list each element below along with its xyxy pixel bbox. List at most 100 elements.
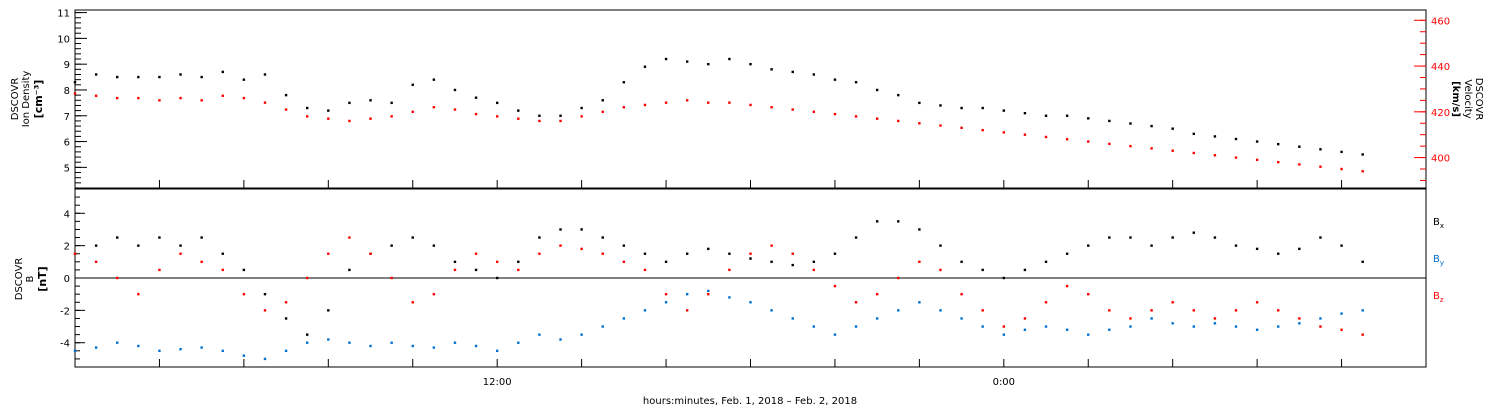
data-point xyxy=(622,317,626,320)
data-point xyxy=(749,252,752,255)
data-point xyxy=(685,99,689,102)
data-point xyxy=(1234,156,1238,159)
bottom-left-tick-label: -4 xyxy=(60,339,70,350)
data-point xyxy=(601,325,604,328)
data-point xyxy=(200,346,203,349)
data-point xyxy=(812,268,816,272)
data-point xyxy=(1277,252,1280,255)
data-point xyxy=(517,341,520,344)
data-point xyxy=(960,126,963,130)
data-point xyxy=(939,268,942,272)
data-point xyxy=(1171,127,1174,130)
data-point xyxy=(1277,142,1280,146)
data-point xyxy=(1319,317,1322,320)
x-axis-title: hours:minutes, Feb. 1, 2018 – Feb. 2, 20… xyxy=(643,396,857,407)
data-point xyxy=(1319,148,1322,151)
data-point xyxy=(664,57,668,61)
data-point xyxy=(1044,114,1048,117)
data-point xyxy=(306,115,309,118)
data-point xyxy=(73,92,77,95)
data-point xyxy=(1255,247,1259,251)
data-point xyxy=(770,106,773,109)
data-point xyxy=(306,106,309,110)
data-point xyxy=(897,276,900,280)
data-point xyxy=(94,244,98,247)
data-point xyxy=(685,309,689,312)
data-point xyxy=(1340,312,1343,315)
data-point xyxy=(94,260,98,264)
top-left-axis-label: DSCOVR Ion Density [cm⁻³] xyxy=(10,71,45,128)
data-point xyxy=(453,341,457,344)
data-point xyxy=(981,268,984,272)
data-point xyxy=(580,115,583,118)
data-point xyxy=(622,81,626,84)
data-point xyxy=(432,244,436,247)
data-point xyxy=(1340,167,1343,171)
data-point xyxy=(411,344,414,348)
data-point xyxy=(1234,137,1238,141)
data-point xyxy=(833,112,837,116)
data-point xyxy=(918,122,921,125)
data-point xyxy=(1065,114,1069,117)
data-point xyxy=(728,252,731,255)
data-point xyxy=(1150,244,1153,247)
data-point xyxy=(1087,117,1090,120)
data-point xyxy=(1277,160,1280,164)
data-point xyxy=(73,252,77,255)
data-point xyxy=(685,292,689,296)
data-point xyxy=(1255,301,1259,304)
data-point xyxy=(242,292,246,296)
data-point xyxy=(728,268,731,272)
data-point xyxy=(875,317,879,320)
data-point xyxy=(854,236,858,239)
data-point xyxy=(1255,328,1259,331)
data-point xyxy=(158,236,161,239)
data-point xyxy=(390,115,393,118)
legend-by: By xyxy=(1433,254,1444,267)
data-point xyxy=(1234,244,1238,247)
data-point xyxy=(200,236,203,239)
data-point xyxy=(643,103,647,107)
data-point xyxy=(812,73,816,76)
data-point xyxy=(833,252,837,255)
data-point xyxy=(664,260,668,264)
data-point xyxy=(369,344,372,348)
data-point xyxy=(728,101,731,104)
data-point xyxy=(306,341,309,344)
data-point xyxy=(390,244,393,247)
data-point xyxy=(685,60,689,63)
top-right-label-line1: DSCOVR xyxy=(1473,78,1484,121)
data-point xyxy=(1129,317,1132,320)
bottom-panel-points xyxy=(73,220,1364,361)
data-point xyxy=(770,68,773,71)
top-right-tick-label: 460 xyxy=(1431,16,1450,27)
top-panel-frame xyxy=(74,9,1427,189)
data-point xyxy=(432,292,436,296)
top-right-tick-label: 440 xyxy=(1431,62,1450,73)
data-point xyxy=(284,108,288,111)
data-point xyxy=(242,78,246,81)
data-point xyxy=(643,65,647,68)
data-point xyxy=(833,78,837,81)
top-left-label-line2: Ion Density xyxy=(21,71,32,128)
data-point xyxy=(1023,328,1027,331)
data-point xyxy=(559,244,562,247)
data-point xyxy=(179,96,182,100)
data-point xyxy=(242,268,246,272)
data-point xyxy=(854,115,858,118)
data-point xyxy=(875,88,879,92)
data-point xyxy=(538,236,541,239)
data-point xyxy=(474,268,478,272)
data-point xyxy=(517,268,520,272)
data-point xyxy=(897,93,900,97)
data-point xyxy=(854,325,858,328)
data-point xyxy=(1087,244,1090,247)
bottom-left-label-line2: B xyxy=(25,275,36,282)
data-point xyxy=(897,119,900,123)
data-point xyxy=(960,292,963,296)
data-point xyxy=(622,244,626,247)
data-point xyxy=(1298,163,1301,166)
data-point xyxy=(1065,252,1069,255)
data-point xyxy=(1065,328,1069,331)
top-left-tick-label: 5 xyxy=(64,163,70,174)
